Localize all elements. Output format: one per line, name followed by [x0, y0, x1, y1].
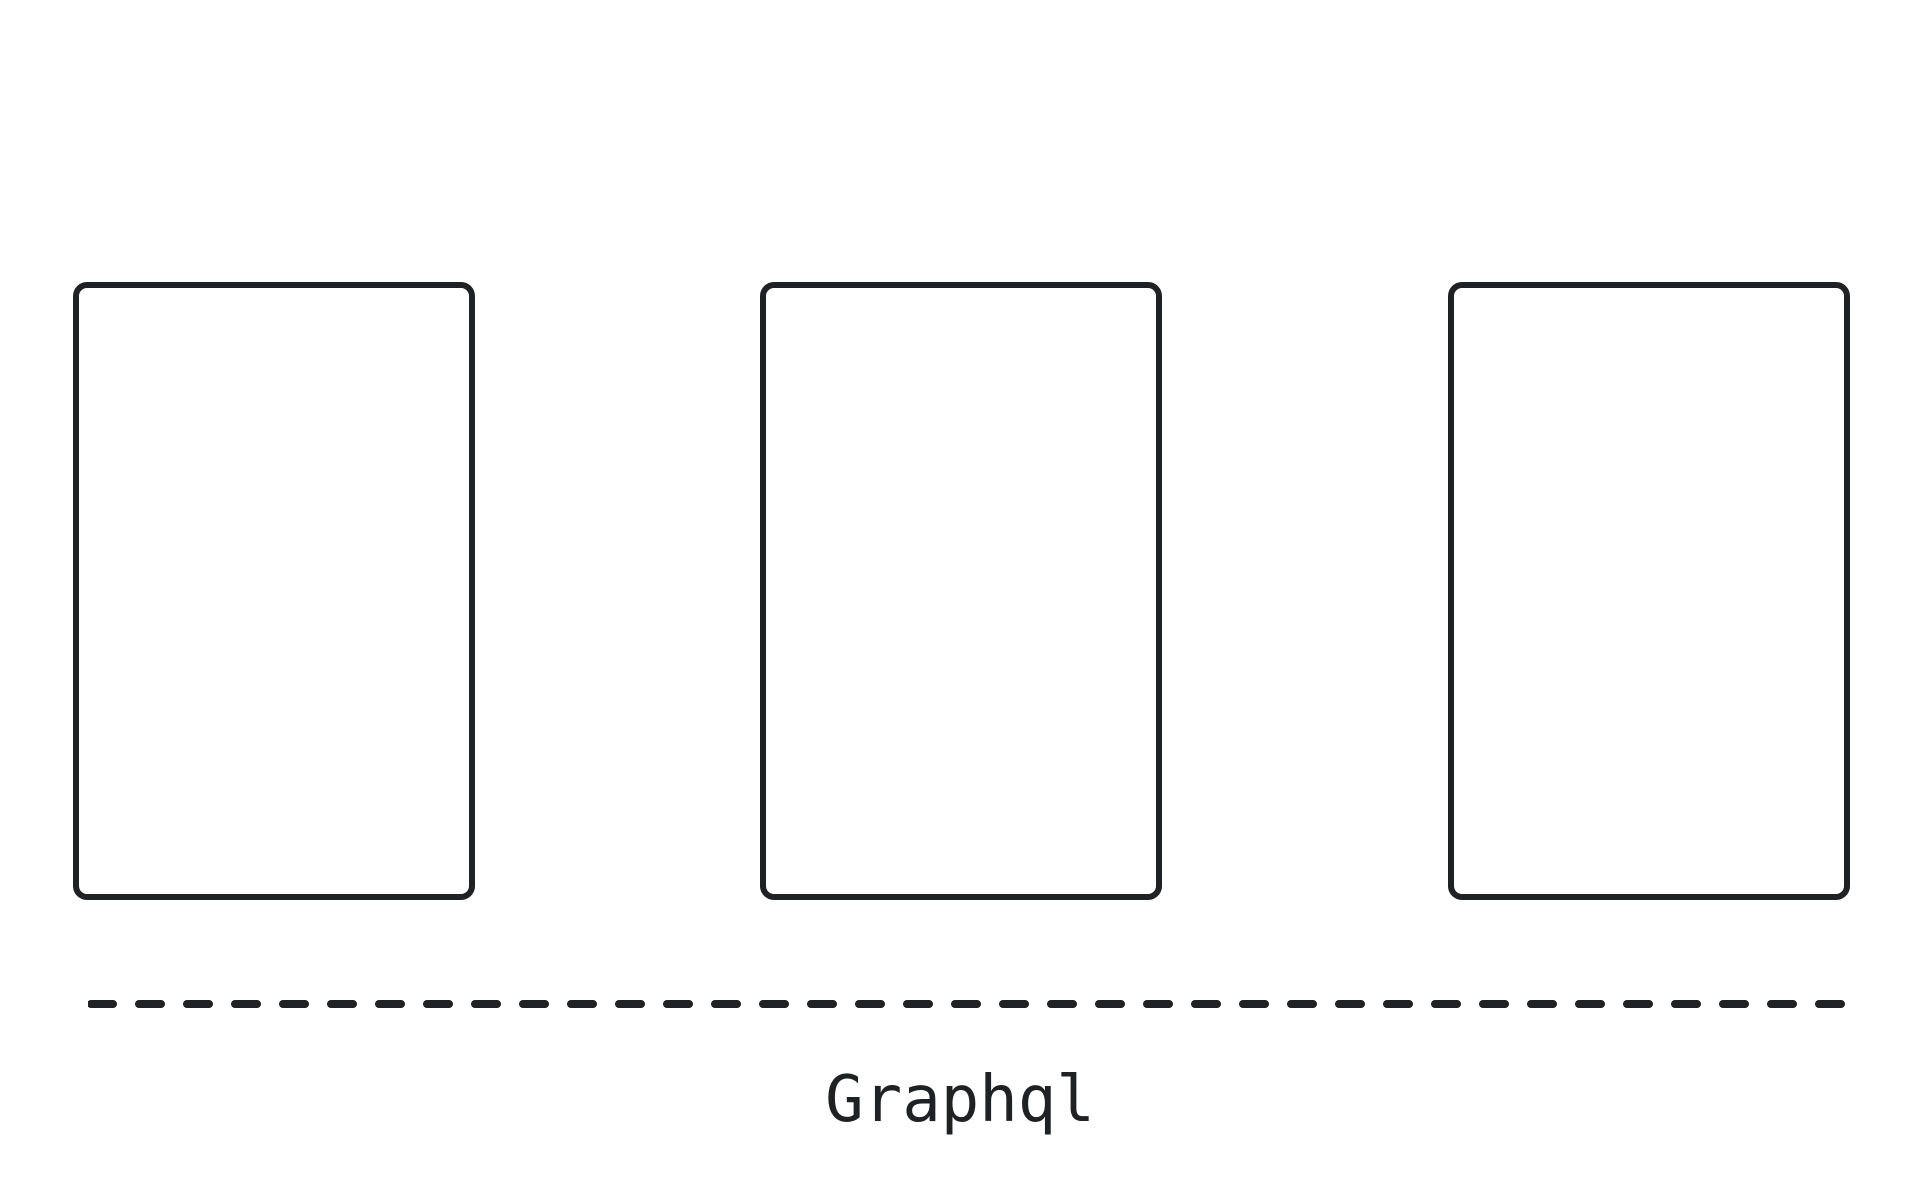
empty-panel-right	[1448, 282, 1850, 900]
dashed-divider	[88, 1000, 1860, 1008]
empty-panel-left	[73, 282, 475, 900]
diagram-caption: Graphql	[825, 1063, 1095, 1137]
empty-panel-center	[760, 282, 1162, 900]
